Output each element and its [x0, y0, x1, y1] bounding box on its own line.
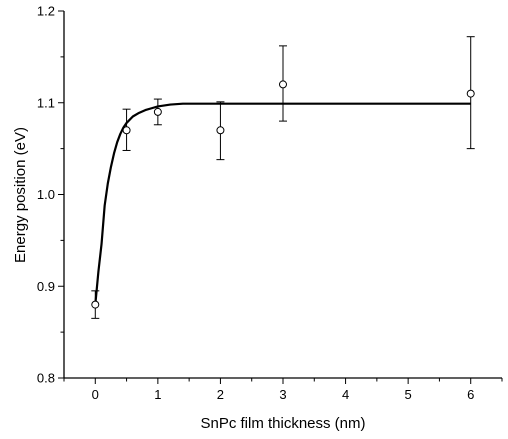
data-point: [279, 80, 287, 89]
plot-area: 0 1 2 3 4 5 6 0.8 0.9 1.0 1.1 1.2: [37, 4, 503, 402]
x-tick-label: 6: [467, 387, 474, 402]
x-tick-label: 4: [342, 387, 349, 402]
fit-curve: [94, 102, 471, 305]
x-tick-label: 0: [92, 387, 99, 402]
y-tick-label: 0.8: [37, 371, 55, 386]
y-tick-label: 0.9: [37, 279, 55, 294]
y-tick-label: 1.2: [37, 4, 55, 19]
data-point: [91, 300, 100, 309]
x-tick-label: 1: [154, 387, 161, 402]
x-tick-label: 2: [217, 387, 224, 402]
y-axis-title: Energy position (eV): [12, 127, 29, 263]
x-tick-label: 3: [279, 387, 286, 402]
y-tick-label: 1.0: [37, 187, 55, 202]
x-axis-title: SnPc film thickness (nm): [200, 415, 365, 432]
data-point: [466, 89, 475, 98]
y-tick-label: 1.1: [37, 95, 55, 110]
data-point: [122, 126, 131, 135]
data-point: [216, 126, 225, 135]
data-point: [153, 107, 162, 116]
x-tick-label: 5: [405, 387, 412, 402]
